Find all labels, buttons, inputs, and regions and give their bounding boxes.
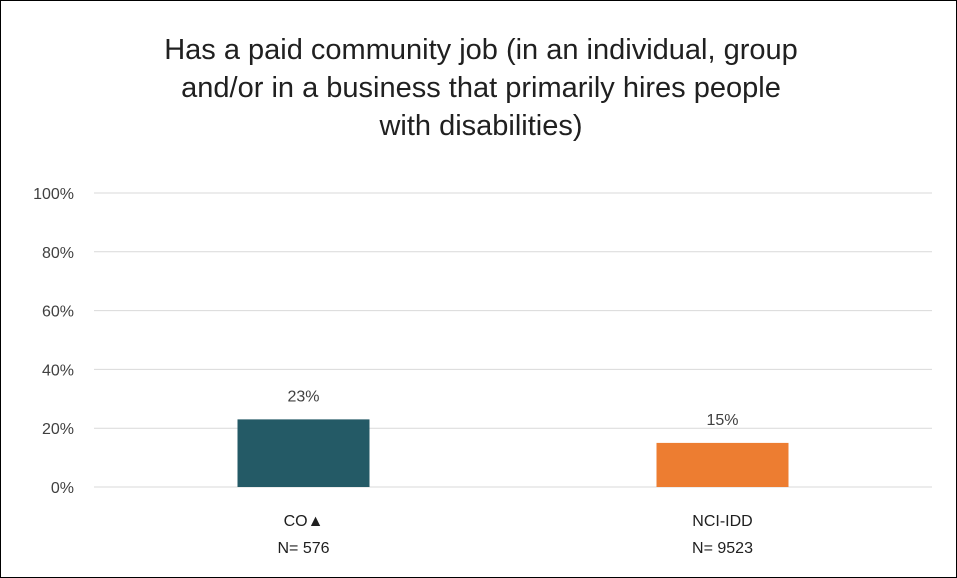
- data-labels: 23% 15%: [287, 388, 738, 429]
- category-label: CO▲: [284, 513, 324, 530]
- chart-title-line-1: Has a paid community job (in an individu…: [164, 34, 798, 66]
- y-tick-label: 80%: [42, 245, 74, 262]
- data-label: 15%: [706, 412, 738, 429]
- chart-title: Has a paid community job (in an individu…: [61, 31, 901, 145]
- chart-title-line-2: and/or in a business that primarily hire…: [181, 72, 781, 104]
- category-n-label: N= 9523: [692, 540, 753, 557]
- y-tick-label: 40%: [42, 362, 74, 379]
- bars: [237, 419, 789, 487]
- category-label: NCI-IDD: [692, 513, 752, 530]
- category-n-label: N= 576: [277, 540, 329, 557]
- bar-co: [237, 419, 370, 487]
- y-axis-tick-labels: 0% 20% 40% 60% 80% 100%: [33, 186, 74, 497]
- data-label: 23%: [287, 388, 319, 405]
- chart-title-line-3: with disabilities): [379, 110, 583, 142]
- y-tick-label: 100%: [33, 186, 74, 203]
- y-tick-label: 0%: [51, 480, 74, 497]
- category-labels: CO▲ N= 576 NCI-IDD N= 9523: [277, 513, 753, 557]
- bar-nci-idd: [656, 442, 789, 487]
- y-tick-label: 20%: [42, 421, 74, 438]
- gridlines: [94, 192, 932, 488]
- y-tick-label: 60%: [42, 304, 74, 321]
